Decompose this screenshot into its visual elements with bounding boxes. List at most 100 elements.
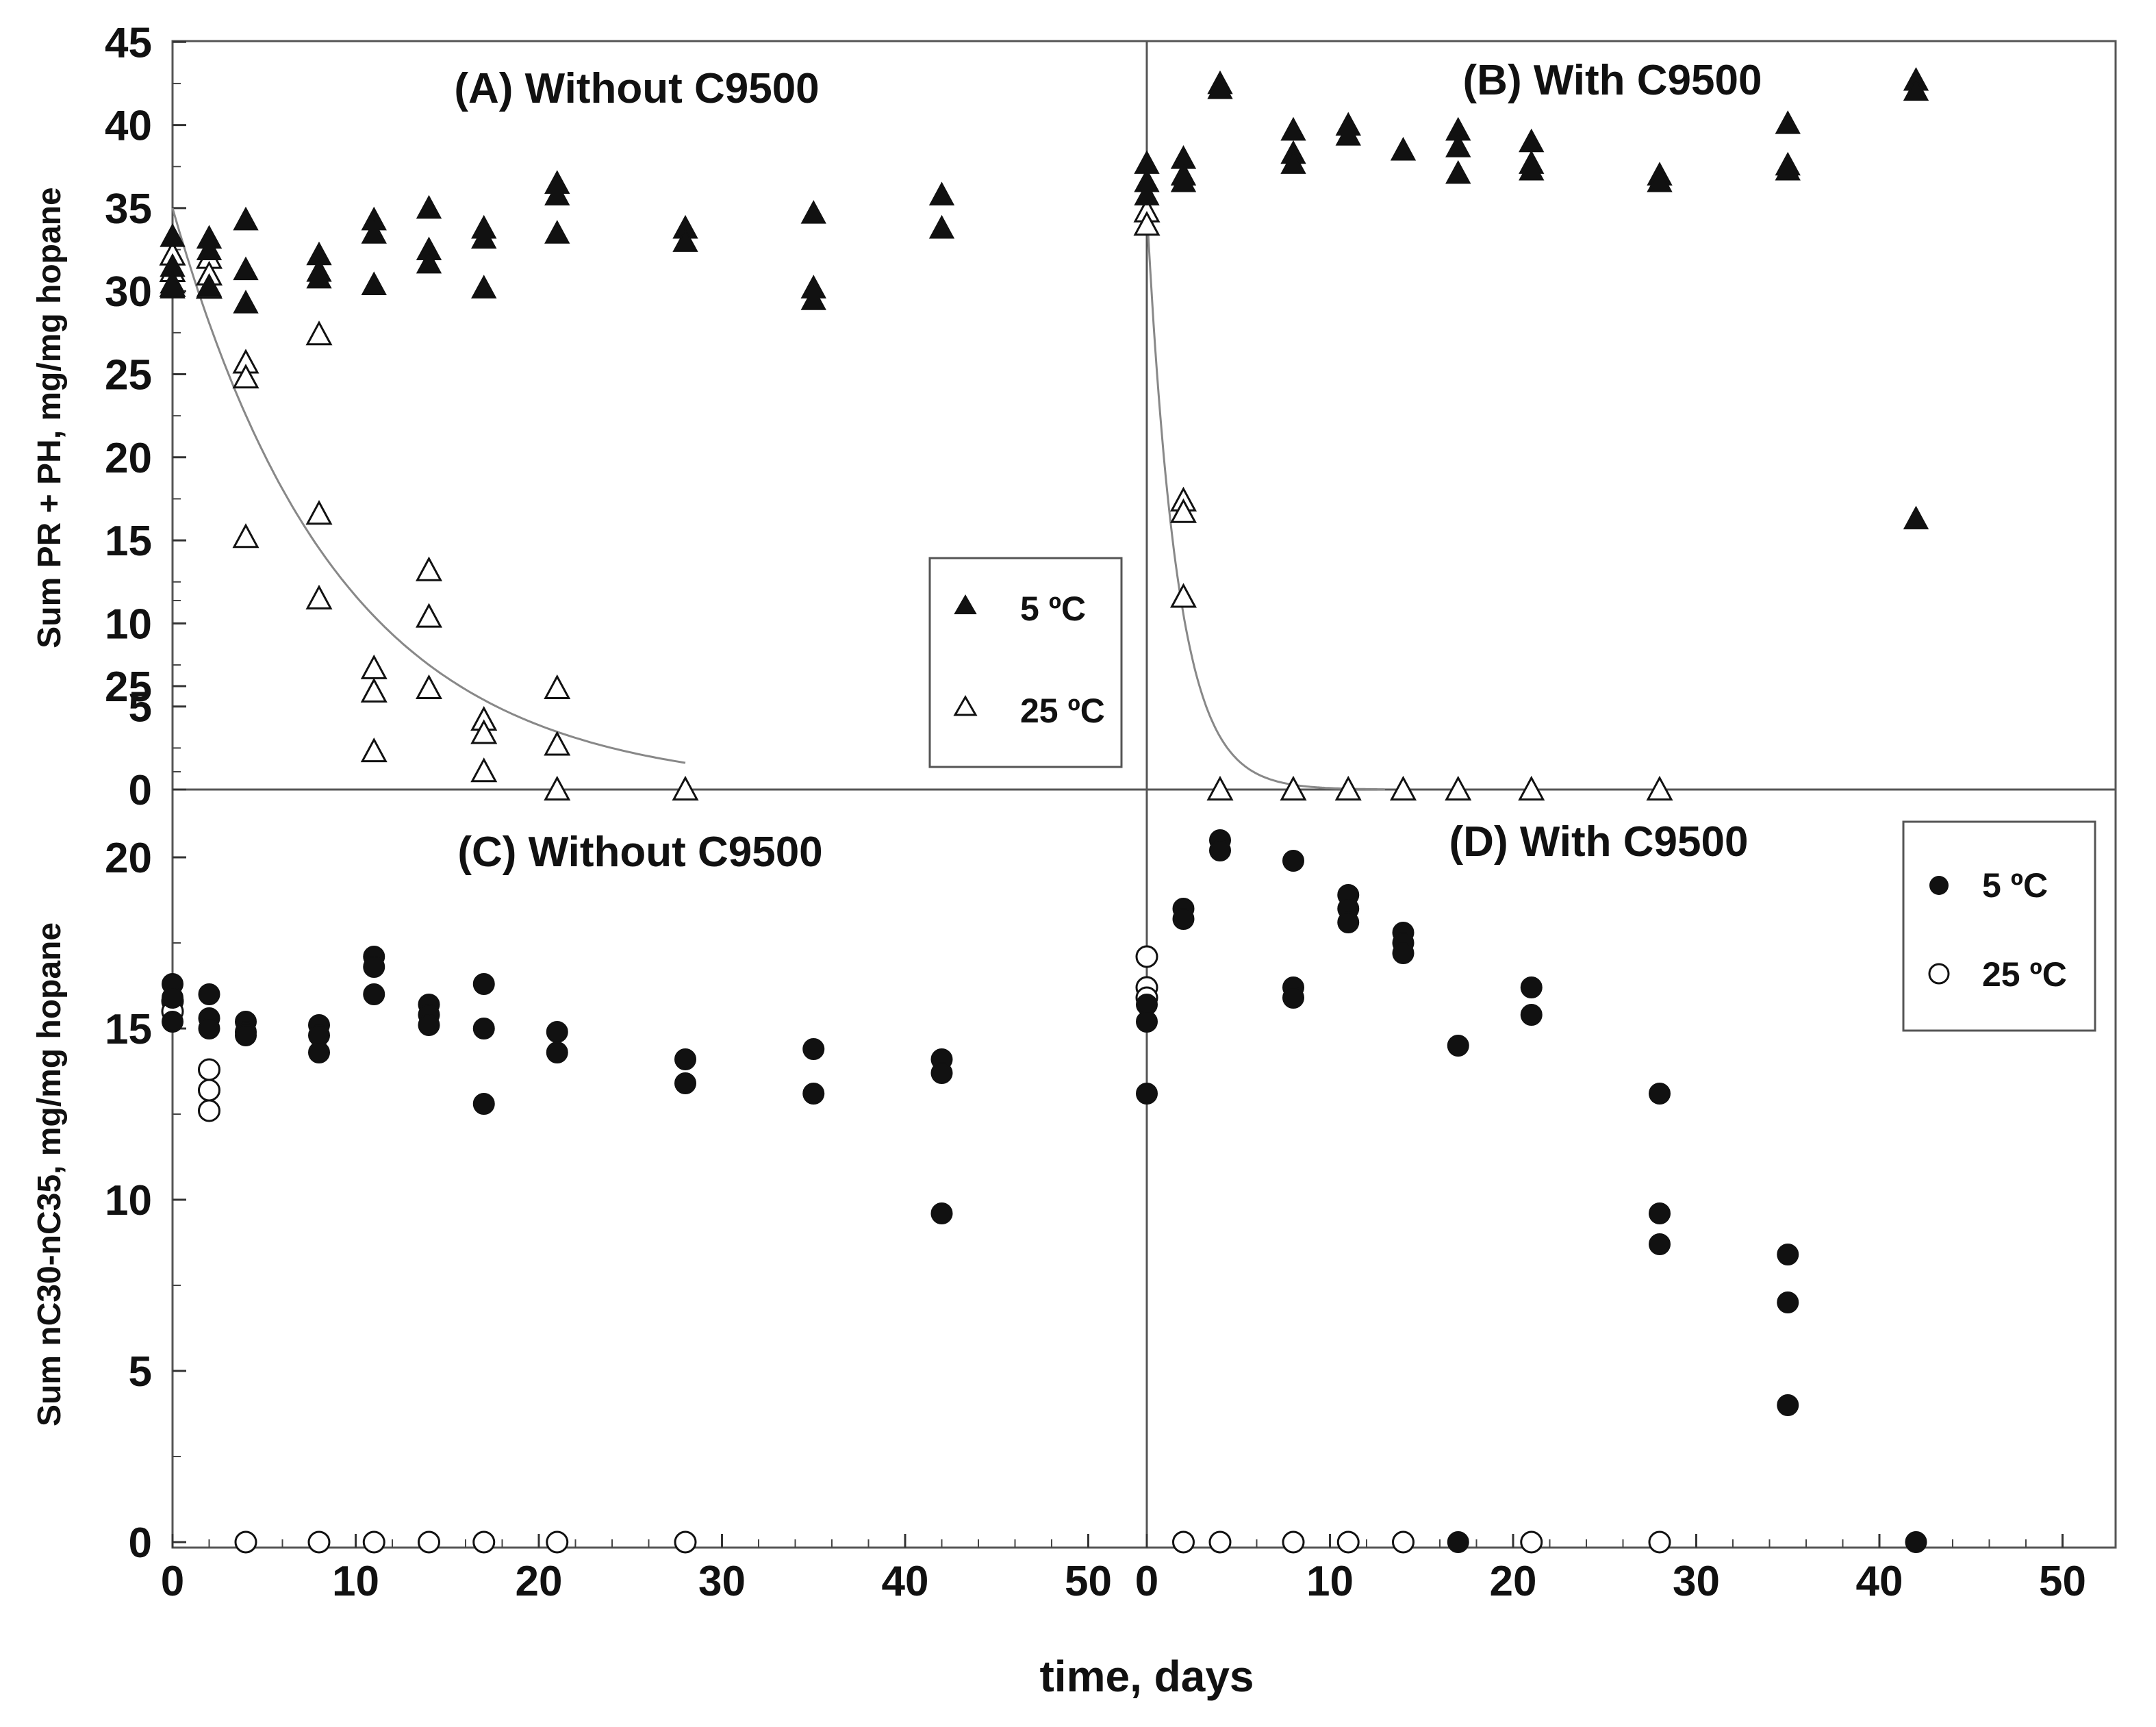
data-point-d-5c [1337, 911, 1360, 933]
data-point-a-5c [471, 275, 497, 299]
data-point-a-25c [415, 556, 443, 581]
y-tick-label-top: 45 [105, 19, 152, 66]
data-point-d-5c [1777, 1244, 1799, 1265]
y-tick-label-bottom: 10 [105, 1177, 152, 1224]
x-tick-label: 10 [1306, 1558, 1354, 1605]
panel-title-a: (A) Without C9500 [454, 65, 819, 112]
data-point-d-25c [1392, 1530, 1415, 1554]
data-point-a-25c [360, 677, 388, 703]
data-point-a-5c [160, 269, 186, 294]
y-tick-label-top: 5 [129, 684, 152, 731]
y-tick-label-top: 10 [105, 601, 152, 648]
data-point-d-5c [1136, 1083, 1158, 1105]
data-point-c-5c [162, 987, 183, 1009]
data-point-c-5c [472, 1093, 495, 1115]
legend-top-label-25c: 25 ºC [1020, 692, 1105, 730]
data-point-b-25c [1280, 775, 1307, 801]
data-point-d-5c [1520, 976, 1543, 998]
data-point-c-5c [546, 1021, 568, 1043]
legend-top-box [928, 557, 1123, 768]
legend-bottom-marker-25c [1928, 963, 1950, 985]
data-point-b-25c [1206, 775, 1234, 801]
data-point-c-5c [162, 1011, 183, 1033]
x-tick-label: 20 [1490, 1558, 1537, 1605]
data-point-c-5c [930, 1202, 953, 1224]
legend-top-marker-5c [954, 594, 977, 614]
data-point-a-5c [928, 181, 955, 205]
data-point-c-5c [674, 1072, 696, 1094]
panel-title-d: (D) With C9500 [1449, 818, 1749, 866]
data-point-c-25c [546, 1530, 569, 1554]
data-point-d-5c [1520, 1004, 1543, 1026]
y-tick-label-bottom: 20 [105, 835, 152, 882]
data-point-d-25c [1172, 1530, 1195, 1554]
data-point-b-5c [1775, 156, 1801, 181]
data-point-c-5c [235, 1024, 257, 1046]
x-tick-label: 20 [516, 1558, 563, 1605]
data-point-c-5c [674, 1048, 696, 1070]
y-tick-label-top: 15 [105, 518, 152, 565]
fit-curves [171, 207, 1385, 791]
data-point-b-5c [1903, 505, 1929, 530]
data-point-a-25c [360, 738, 388, 763]
data-point-b-5c [1445, 160, 1471, 184]
plot-frame [171, 40, 2117, 1549]
data-point-c-5c [198, 1018, 220, 1039]
data-point-a-5c [800, 286, 826, 310]
y-axis-title-top: Sum PR + PH, mg/mg hopane [31, 187, 68, 648]
legend-top-marker-25c [953, 694, 978, 716]
data-point-c-5c [472, 973, 495, 995]
data-point-a-5c [471, 225, 497, 249]
data-point-a-25c [360, 654, 388, 679]
data-point-b-25c [1646, 775, 1673, 801]
data-point-b-5c [1335, 122, 1361, 146]
y-tick-label-top: 30 [105, 268, 152, 316]
y-tick-label-top: 35 [105, 186, 152, 233]
x-tick-label: 50 [1065, 1558, 1112, 1605]
data-point-b-5c [1280, 116, 1306, 141]
y-tick-label-bottom: 25 [105, 664, 152, 711]
data-point-a-5c [196, 273, 223, 297]
data-point-d-25c [1336, 1530, 1360, 1554]
data-point-c-25c [234, 1530, 257, 1554]
data-point-a-5c [160, 223, 186, 247]
data-point-a-25c [544, 731, 571, 756]
legend-top: 5 ºC 25 ºC [928, 557, 1123, 768]
x-tick-label: 50 [2039, 1558, 2086, 1605]
data-point-d-25c [1135, 945, 1158, 968]
legend-bottom: 5 ºC 25 ºC [1902, 820, 2096, 1032]
data-point-b-5c [1207, 75, 1233, 99]
data-point-d-25c [1208, 1530, 1232, 1554]
data-point-b-25c [1445, 775, 1472, 801]
y-tick-label-top: 40 [105, 103, 152, 150]
legend-top-label-5c: 5 ºC [1020, 590, 1086, 628]
y-tick-label-top: 0 [129, 767, 152, 814]
x-axis-title: time, days [1039, 1652, 1254, 1701]
data-point-a-25c [305, 320, 333, 346]
data-point-a-25c [470, 757, 498, 783]
data-point-d-25c [1520, 1530, 1543, 1554]
data-point-b-5c [1903, 77, 1929, 101]
data-point-b-5c [1280, 150, 1306, 174]
data-point-a-5c [416, 249, 442, 274]
fit-curve-a [171, 207, 686, 764]
data-point-a-5c [544, 181, 570, 205]
data-point-d-5c [1447, 1035, 1469, 1057]
data-point-b-25c [1334, 775, 1362, 801]
data-point-b-5c [1134, 181, 1160, 205]
y-tick-label-top: 25 [105, 352, 152, 399]
data-point-a-5c [800, 200, 826, 224]
data-point-a-5c [416, 194, 442, 219]
x-tick-label: 30 [1673, 1558, 1720, 1605]
data-point-a-25c [305, 584, 333, 609]
panel-title-b: (B) With C9500 [1463, 57, 1762, 104]
data-point-b-5c [1170, 168, 1197, 192]
data-point-d-25c [1282, 1530, 1305, 1554]
data-point-a-5c [672, 228, 698, 252]
data-point-b-25c [1389, 775, 1417, 801]
legend-bottom-marker-5c [1929, 876, 1949, 895]
data-point-d-5c [1392, 942, 1415, 964]
data-point-d-5c [1447, 1531, 1469, 1553]
